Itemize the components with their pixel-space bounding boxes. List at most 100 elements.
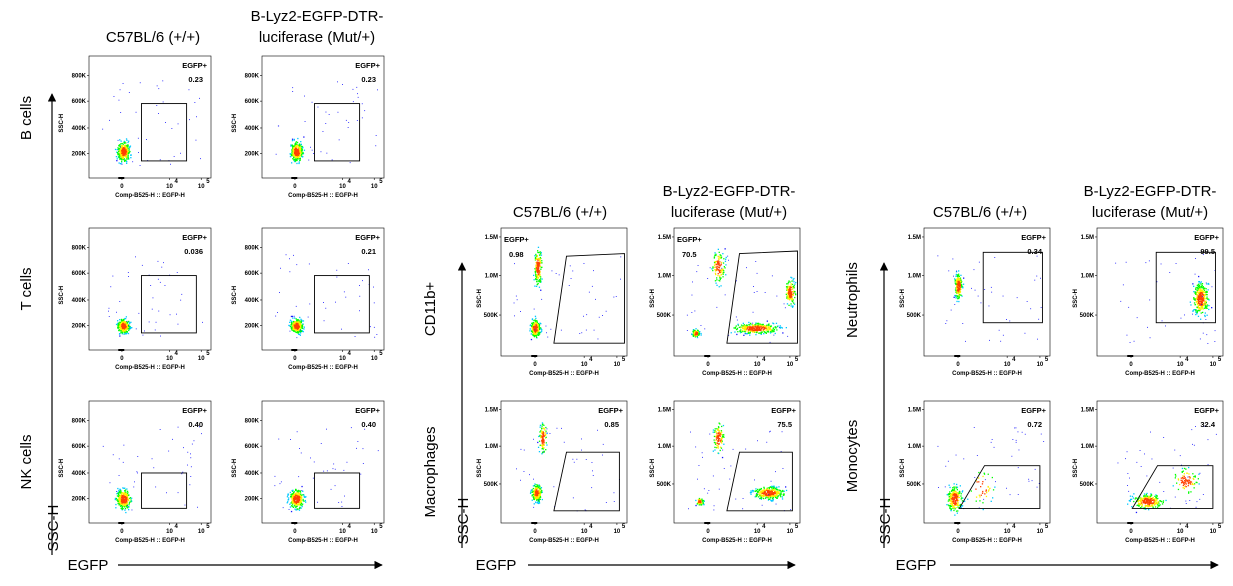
cell-event — [170, 163, 171, 165]
cell-event — [770, 493, 772, 495]
cell-event — [536, 491, 538, 493]
cell-event — [536, 331, 538, 334]
cell-event — [1194, 292, 1196, 294]
cell-event — [719, 269, 721, 271]
cell-event — [289, 258, 290, 260]
cell-event — [520, 311, 521, 312]
cell-event — [533, 324, 535, 326]
x-axis-title: Comp-B525-H :: EGFP-H — [702, 538, 772, 544]
plot-frame — [261, 400, 385, 524]
cell-event — [130, 154, 132, 156]
cell-event — [963, 277, 965, 279]
cell-event — [695, 333, 697, 335]
cell-event — [132, 161, 134, 163]
cell-event — [763, 497, 765, 500]
cell-event — [298, 155, 301, 157]
cell-event — [956, 292, 958, 294]
cell-event — [757, 322, 760, 324]
cell-event — [718, 488, 720, 490]
cell-event — [769, 430, 771, 432]
cell-event — [716, 445, 718, 447]
cell-event — [125, 323, 127, 325]
cell-event — [295, 328, 297, 331]
cell-event — [700, 503, 703, 505]
cell-event — [124, 160, 126, 162]
egfp-gate — [141, 275, 197, 334]
cell-event — [299, 144, 301, 146]
cell-event — [118, 151, 120, 153]
cell-event — [719, 435, 721, 437]
cell-event — [716, 264, 718, 266]
cell-event — [780, 494, 782, 496]
y-tick-label: 800K — [72, 246, 87, 252]
y-axis-label: SSC-H — [877, 498, 894, 545]
cell-event — [536, 485, 538, 488]
cell-event — [120, 140, 122, 142]
cell-event — [714, 430, 716, 432]
cell-event — [126, 152, 129, 154]
cell-event — [697, 265, 699, 266]
cell-event — [718, 279, 720, 282]
cell-event — [533, 333, 535, 335]
cell-event — [542, 440, 544, 442]
cell-event — [295, 156, 297, 158]
cell-event — [694, 310, 696, 312]
cell-event — [774, 495, 777, 497]
zero-marker — [531, 355, 538, 357]
cell-event — [759, 493, 761, 496]
cell-event — [1201, 304, 1204, 306]
cell-event — [303, 495, 305, 497]
cell-event — [373, 286, 374, 288]
cell-event — [775, 492, 778, 494]
cell-event — [543, 450, 545, 452]
cell-event — [122, 148, 124, 150]
cell-event — [773, 334, 775, 336]
cell-event — [786, 289, 788, 291]
cell-event — [123, 328, 125, 330]
cell-event — [767, 330, 769, 332]
x-tick-exponent: 4 — [348, 179, 352, 185]
cell-event — [118, 494, 120, 496]
cell-event — [290, 502, 292, 504]
cell-event — [780, 496, 782, 498]
cell-event — [124, 507, 127, 510]
cell-event — [1204, 300, 1206, 303]
col-title-wt: C57BL/6 (+/+) — [933, 204, 1027, 221]
cell-event — [1200, 281, 1202, 283]
cell-event — [122, 504, 124, 506]
cell-event — [1037, 338, 1038, 340]
cell-event — [295, 160, 297, 162]
egfp-gate — [314, 103, 361, 162]
cell-event — [325, 111, 327, 113]
cell-cloud — [513, 246, 622, 341]
cell-event — [126, 332, 128, 334]
x-tick-label: 10 — [339, 356, 346, 362]
cell-event — [764, 494, 767, 496]
cell-event — [1197, 296, 1200, 299]
cell-event — [752, 330, 754, 333]
cell-event — [789, 298, 791, 300]
cell-event — [723, 468, 725, 469]
cell-event — [337, 81, 338, 83]
cell-event — [335, 301, 336, 303]
cell-event — [956, 295, 959, 297]
cell-event — [699, 501, 701, 503]
cell-event — [292, 506, 294, 508]
cell-event — [749, 331, 751, 333]
cell-event — [127, 147, 129, 149]
cell-event — [125, 330, 128, 333]
cell-event — [779, 327, 781, 329]
x-tick-exponent: 5 — [379, 179, 383, 185]
cell-event — [538, 280, 540, 282]
cell-event — [723, 270, 725, 272]
cell-event — [742, 498, 744, 499]
cell-event — [539, 279, 541, 281]
x-tick-label: 10 — [614, 362, 621, 368]
cell-event — [293, 254, 294, 256]
cell-event — [1040, 277, 1041, 279]
cell-event — [299, 496, 301, 499]
y-tick-label: 500K — [657, 482, 672, 488]
cell-event — [758, 493, 760, 495]
